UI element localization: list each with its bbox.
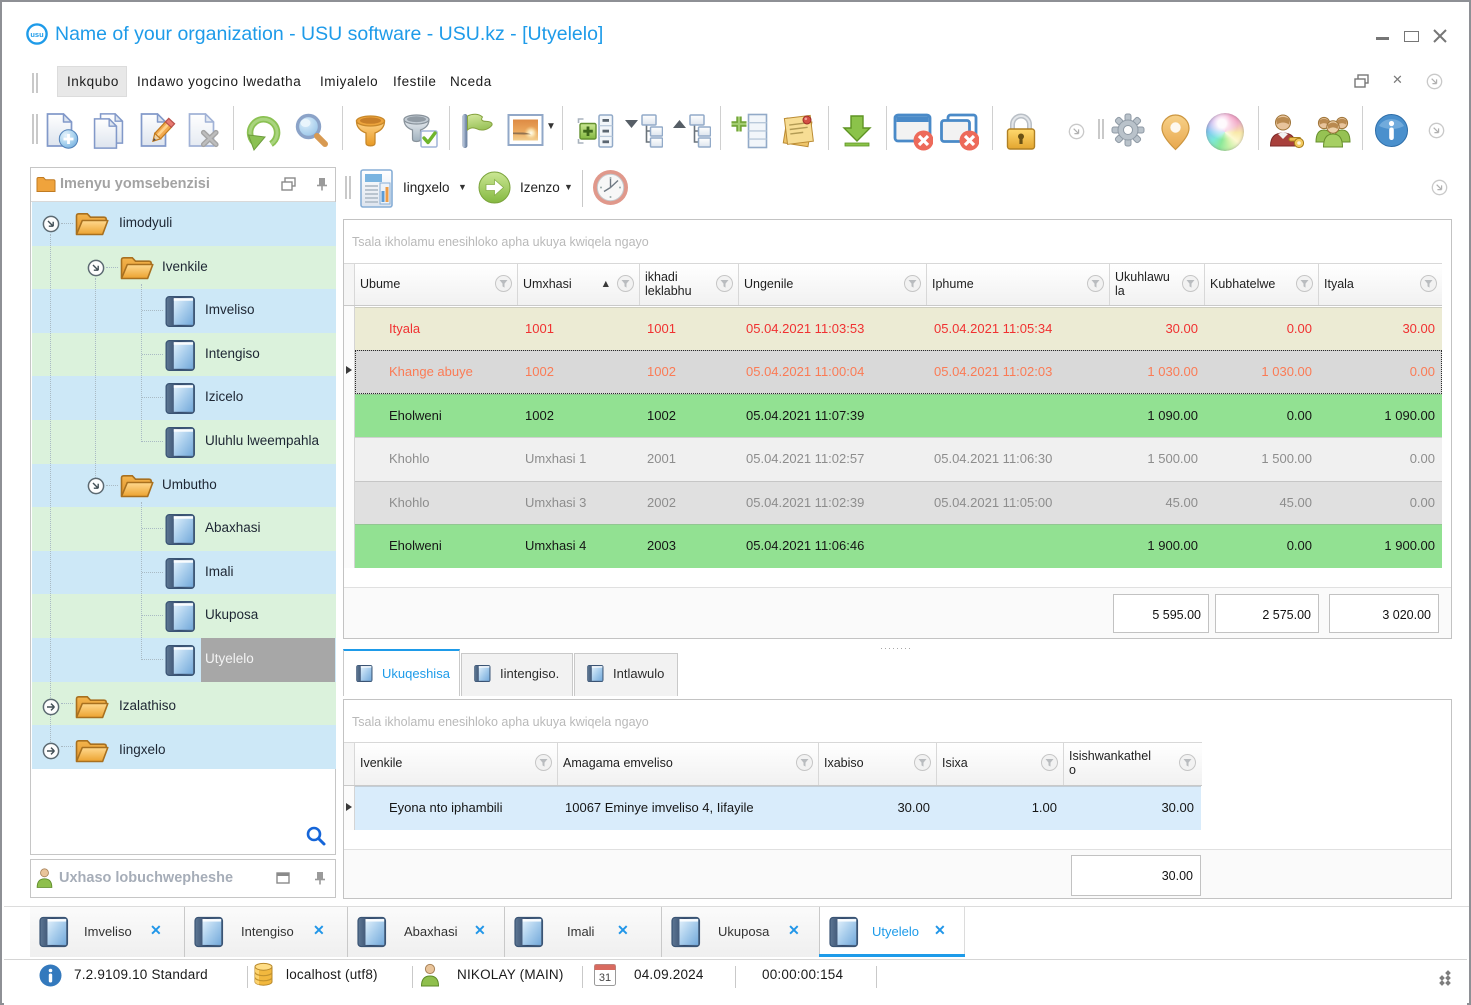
svg-text:usu: usu — [30, 30, 44, 39]
svg-text:31: 31 — [599, 972, 611, 984]
